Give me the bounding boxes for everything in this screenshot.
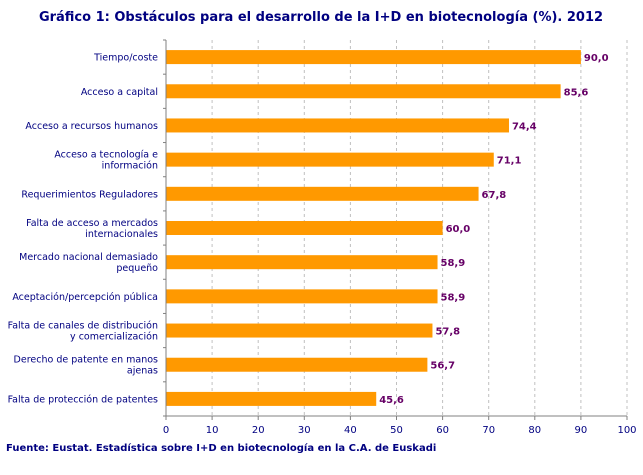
x-tick-label: 100 — [617, 425, 636, 436]
category-label-line: Acceso a recursos humanos — [25, 121, 158, 132]
category-label: Falta de protección de patentes — [8, 394, 158, 405]
bar — [166, 255, 438, 270]
category-label-line: pequeño — [116, 263, 158, 274]
category-label: Falta de acceso a mercados internacionale… — [26, 218, 158, 240]
data-label: 45,6 — [379, 395, 404, 406]
data-label: 74,4 — [512, 121, 537, 132]
category-label-line: Falta de acceso a mercados — [26, 218, 158, 229]
category-label: Acceso a capital — [81, 87, 158, 98]
data-label: 60,0 — [446, 224, 471, 235]
category-label-line: ajenas — [127, 366, 158, 377]
x-tick-label: 20 — [252, 425, 265, 436]
data-label: 56,7 — [430, 361, 455, 372]
bar — [166, 391, 377, 406]
bar — [166, 323, 433, 338]
category-label: Acceso a tecnología e información — [54, 150, 158, 172]
category-label-line: Acceso a capital — [81, 87, 158, 98]
bar — [166, 84, 561, 99]
x-tick-label: 50 — [390, 425, 403, 436]
source-note: Fuente: Eustat. Estadística sobre I+D en… — [6, 442, 436, 454]
category-label: Falta de canales de distribución y comerc… — [8, 321, 158, 343]
bar — [166, 221, 443, 235]
category-label: Requerimientos Reguladores — [21, 189, 158, 200]
category-label-line: información — [102, 161, 158, 172]
bar — [166, 186, 479, 201]
x-tick-label: 0 — [163, 425, 169, 436]
x-tick-label: 90 — [575, 425, 588, 436]
x-tick-label: 30 — [298, 425, 311, 436]
data-label: 71,1 — [497, 156, 522, 167]
x-tick-label: 10 — [206, 425, 219, 436]
data-label: 67,8 — [482, 190, 507, 201]
category-label-line: internacionales — [85, 229, 158, 240]
category-label-line: Acceso a tecnología e — [54, 150, 158, 161]
bar — [166, 50, 581, 65]
data-label: 90,0 — [584, 53, 609, 64]
bar — [166, 118, 509, 133]
bar — [166, 289, 438, 304]
category-label: Mercado nacional demasiado pequeño — [19, 252, 158, 274]
x-tick-label: 80 — [528, 425, 541, 436]
category-label: Derecho de patente en manos ajenas — [14, 355, 158, 377]
bar — [166, 357, 428, 372]
data-label: 58,9 — [441, 258, 466, 269]
data-label: 57,8 — [435, 327, 460, 338]
chart-title: Gráfico 1: Obstáculos para el desarrollo… — [39, 10, 603, 25]
x-tick-label: 70 — [482, 425, 495, 436]
category-label-line: Falta de canales de distribución — [8, 321, 158, 332]
data-label: 58,9 — [441, 292, 466, 303]
x-tick-label: 60 — [436, 425, 449, 436]
category-label-line: Falta de protección de patentes — [8, 394, 158, 405]
category-label-line: y comercialización — [70, 332, 158, 343]
category-label-line: Mercado nacional demasiado — [19, 252, 158, 263]
data-label: 85,6 — [564, 87, 589, 98]
category-label-line: Aceptación/percepción pública — [12, 292, 158, 303]
category-label-line: Requerimientos Reguladores — [21, 189, 158, 200]
category-label: Tiempo/coste — [93, 53, 158, 64]
category-label-line: Tiempo/coste — [93, 53, 158, 64]
bar — [166, 152, 494, 167]
x-tick-label: 40 — [344, 425, 357, 436]
category-label-line: Derecho de patente en manos — [14, 355, 158, 366]
category-label: Acceso a recursos humanos — [25, 121, 158, 132]
category-label: Aceptación/percepción pública — [12, 292, 158, 303]
